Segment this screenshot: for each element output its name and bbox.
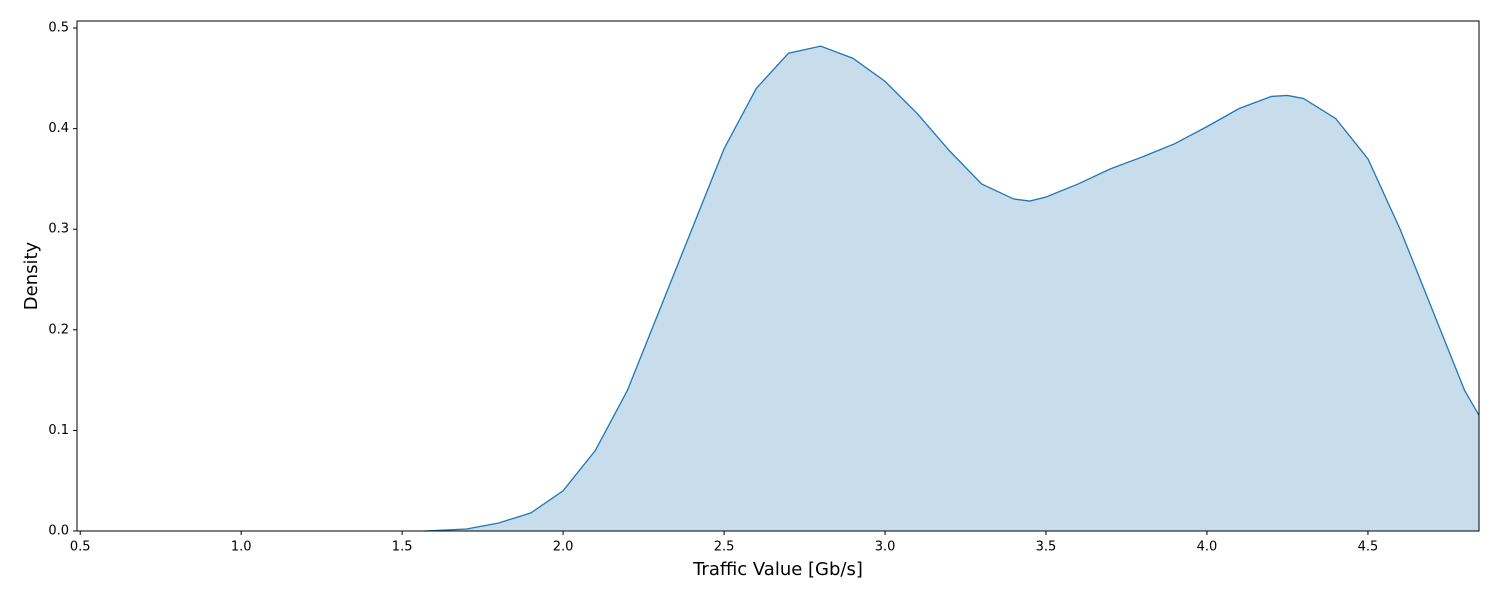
density-line <box>424 45 1480 532</box>
x-tick-label: 2.5 <box>714 540 735 555</box>
x-tick-label: 3.5 <box>1036 540 1057 555</box>
y-tick-label: 0.1 <box>48 423 69 438</box>
plot-frame <box>76 20 1480 532</box>
x-tick-label: 2.0 <box>553 540 574 555</box>
x-tick-label: 0.5 <box>70 540 91 555</box>
x-tick-label: 1.5 <box>392 540 413 555</box>
x-tick-label: 4.0 <box>1197 540 1218 555</box>
density-area <box>424 46 1480 532</box>
y-tick-label: 0.5 <box>48 21 69 36</box>
x-tick-label: 4.5 <box>1358 540 1379 555</box>
y-axis-label: Density <box>21 241 42 310</box>
y-tick-label: 0.3 <box>48 222 69 237</box>
x-tick-label: 3.0 <box>875 540 896 555</box>
y-tick-label: 0.0 <box>48 524 69 539</box>
y-tick-label: 0.4 <box>48 121 69 136</box>
y-tick-label: 0.2 <box>48 322 69 337</box>
x-tick-label: 1.0 <box>231 540 252 555</box>
x-axis-label: Traffic Value [Gb/s] <box>692 559 863 580</box>
